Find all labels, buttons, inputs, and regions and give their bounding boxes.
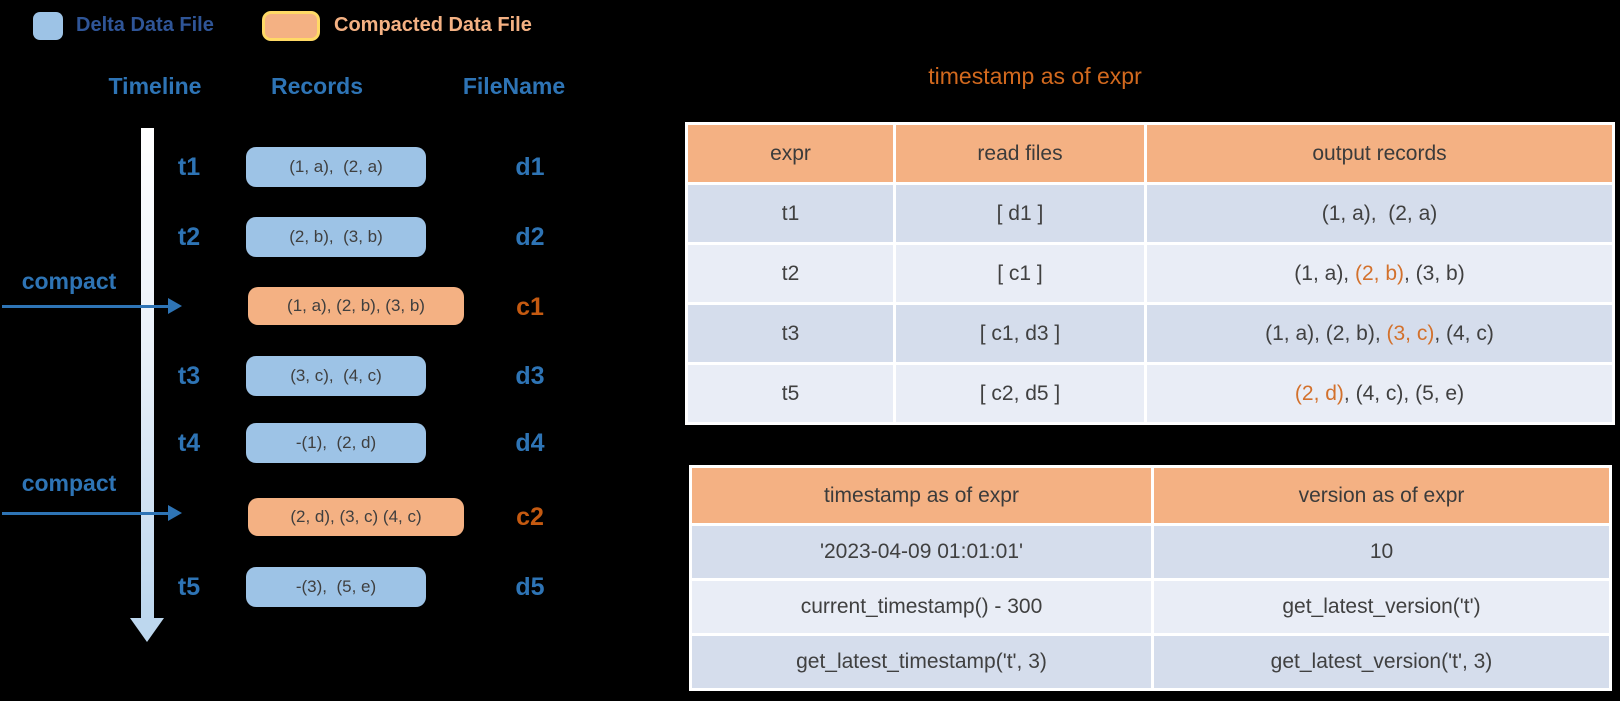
compacted-file-swatch	[262, 11, 320, 41]
cell-expr-t2: t2	[688, 245, 893, 302]
output-highlight: (2, b)	[1354, 261, 1404, 285]
cell-version-literal: 10	[1154, 526, 1609, 578]
file-label-c1: c1	[516, 293, 544, 321]
cell-get-latest-version-3: get_latest_version('t', 3)	[1154, 636, 1609, 688]
cell-output-t2: (1, a), (2, b), (3, b)	[1147, 245, 1612, 302]
time-label-t5: t5	[177, 573, 201, 601]
record-box-d4: -(1), (2, d)	[246, 423, 426, 463]
record-box-d5: -(3), (5, e)	[246, 567, 426, 607]
query-row-t3: t3 [ c1, d3 ] (1, a), (2, b), (3, c), (4…	[688, 305, 1612, 362]
cell-read-files-t2: [ c1 ]	[896, 245, 1144, 302]
query-results-table: expr read files output records t1 [ d1 ]…	[685, 122, 1615, 425]
file-label-c2: c2	[516, 503, 544, 531]
file-label-d5: d5	[515, 573, 545, 601]
header-cell-output-records: output records	[1147, 125, 1612, 182]
cell-get-latest-version: get_latest_version('t')	[1154, 581, 1609, 633]
output-text: (1, a), (2, a)	[1321, 201, 1438, 225]
delta-file-swatch	[33, 12, 63, 40]
header-cell-read-files: read files	[896, 125, 1144, 182]
cell-read-files-t3: [ c1, d3 ]	[896, 305, 1144, 362]
compact-arrowhead-1-icon	[168, 298, 182, 314]
compact-label-1: compact	[21, 268, 117, 294]
cell-read-files-t1: [ d1 ]	[896, 185, 1144, 242]
cell-get-latest-timestamp: get_latest_timestamp('t', 3)	[692, 636, 1151, 688]
cell-output-t5: (2, d), (4, c), (5, e)	[1147, 365, 1612, 422]
column-header-records: Records	[270, 73, 364, 99]
header-cell-expr: expr	[688, 125, 893, 182]
column-header-timeline: Timeline	[108, 73, 202, 99]
output-text: , (4, c)	[1434, 321, 1494, 345]
column-header-filename: FileName	[462, 73, 566, 99]
cell-output-t1: (1, a), (2, a)	[1147, 185, 1612, 242]
record-box-d1: (1, a), (2, a)	[246, 147, 426, 187]
file-label-d1: d1	[515, 153, 545, 181]
compact-arrow-1	[2, 305, 168, 308]
compact-arrowhead-2-icon	[168, 505, 182, 521]
output-highlight: (3, c)	[1386, 321, 1435, 345]
header-cell-version-as-of: version as of expr	[1154, 468, 1609, 523]
query-row-t5: t5 [ c2, d5 ] (2, d), (4, c), (5, e)	[688, 365, 1612, 422]
cell-expr-t5: t5	[688, 365, 893, 422]
compact-arrow-2	[2, 512, 168, 515]
record-box-c1: (1, a), (2, b), (3, b)	[248, 287, 464, 325]
record-box-d5-text: -(3), (5, e)	[295, 577, 377, 596]
file-label-d3: d3	[515, 362, 545, 390]
record-box-d3: (3, c), (4, c)	[246, 356, 426, 396]
timeline-arrowhead-icon	[130, 618, 164, 642]
cell-expr-t3: t3	[688, 305, 893, 362]
expr-comparison-table: timestamp as of expr version as of expr …	[689, 465, 1612, 691]
timeline-arrow-bar	[141, 128, 154, 620]
time-label-t3: t3	[177, 362, 201, 390]
record-box-d2: (2, b), (3, b)	[246, 217, 426, 257]
cell-read-files-t5: [ c2, d5 ]	[896, 365, 1144, 422]
cell-expr-t1: t1	[688, 185, 893, 242]
file-label-d2: d2	[515, 223, 545, 251]
record-box-c2-text: (2, d), (3, c) (4, c)	[290, 507, 422, 526]
compact-label-2: compact	[21, 470, 117, 496]
record-box-d3-text: (3, c), (4, c)	[290, 366, 382, 385]
time-label-t2: t2	[177, 223, 201, 251]
expr-row-2: current_timestamp() - 300 get_latest_ver…	[692, 581, 1609, 633]
header-cell-timestamp-as-of: timestamp as of expr	[692, 468, 1151, 523]
cell-timestamp-literal: '2023-04-09 01:01:01'	[692, 526, 1151, 578]
query-table-header-row: expr read files output records	[688, 125, 1612, 182]
record-box-d1-text: (1, a), (2, a)	[289, 157, 383, 176]
output-text: (1, a),	[1294, 261, 1355, 285]
cell-output-t3: (1, a), (2, b), (3, c), (4, c)	[1147, 305, 1612, 362]
expr-table-header-row: timestamp as of expr version as of expr	[692, 468, 1609, 523]
output-text: (1, a), (2, b),	[1265, 321, 1387, 345]
output-text: , (3, b)	[1404, 261, 1465, 285]
cell-current-timestamp: current_timestamp() - 300	[692, 581, 1151, 633]
record-box-d2-text: (2, b), (3, b)	[289, 227, 383, 246]
record-box-c2: (2, d), (3, c) (4, c)	[248, 498, 464, 536]
output-text: , (4, c), (5, e)	[1343, 381, 1465, 405]
compacted-file-label: Compacted Data File	[334, 14, 532, 36]
expr-row-1: '2023-04-09 01:01:01' 10	[692, 526, 1609, 578]
query-table-title: timestamp as of expr	[928, 63, 1142, 89]
output-highlight: (2, d)	[1294, 381, 1344, 405]
time-label-t4: t4	[177, 429, 201, 457]
expr-row-3: get_latest_timestamp('t', 3) get_latest_…	[692, 636, 1609, 688]
query-row-t2: t2 [ c1 ] (1, a), (2, b), (3, b)	[688, 245, 1612, 302]
record-box-c1-text: (1, a), (2, b), (3, b)	[287, 296, 425, 315]
delta-file-label: Delta Data File	[76, 14, 214, 36]
time-label-t1: t1	[177, 153, 201, 181]
record-box-d4-text: -(1), (2, d)	[295, 433, 377, 452]
query-row-t1: t1 [ d1 ] (1, a), (2, a)	[688, 185, 1612, 242]
file-label-d4: d4	[515, 429, 545, 457]
